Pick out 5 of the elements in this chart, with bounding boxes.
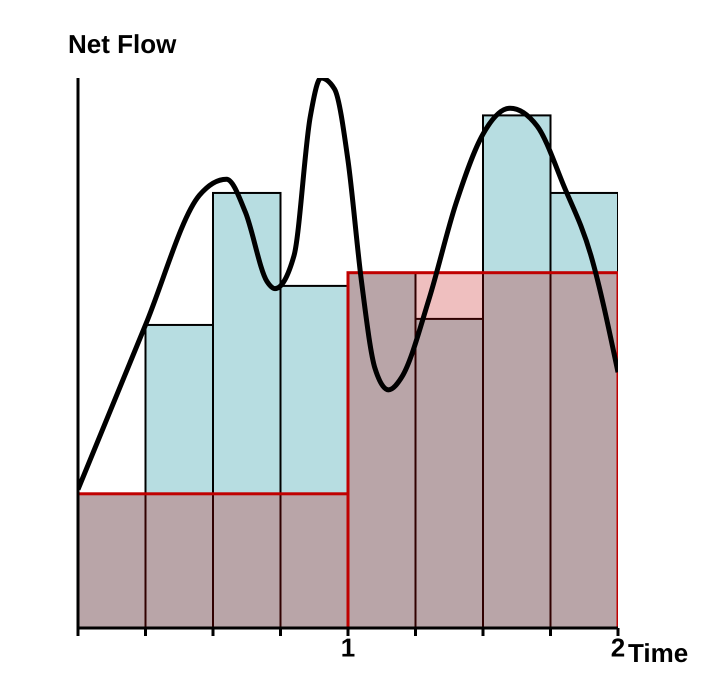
y-axis-title: Net Flow	[68, 29, 178, 59]
bar	[346, 271, 618, 628]
x-axis-title: Time	[628, 638, 688, 668]
x-tick-label: 1	[340, 632, 356, 662]
x-tick-label: 2	[610, 632, 626, 662]
